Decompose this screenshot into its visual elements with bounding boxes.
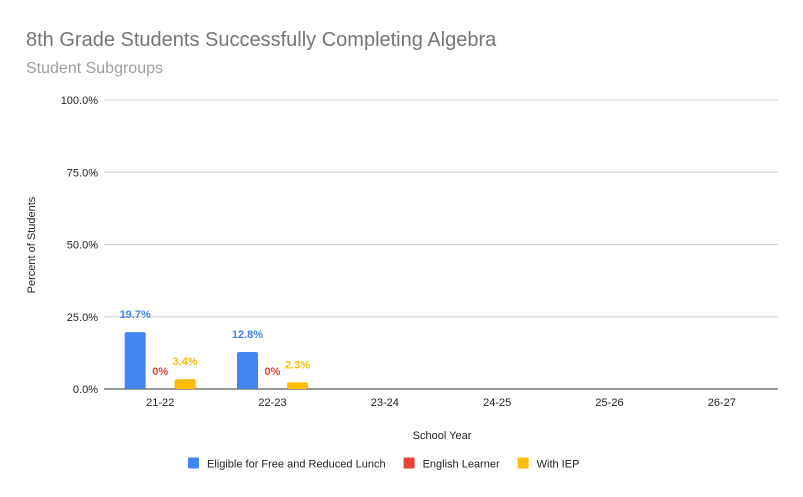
y-tick-label: 100.0% [61, 95, 99, 107]
y-tick-label: 75.0% [67, 167, 98, 179]
legend-swatch [403, 457, 415, 469]
y-axis-title: Percent of Students [26, 196, 38, 293]
x-axis-title: School Year [413, 430, 472, 442]
bar-with-iep [174, 379, 196, 389]
x-tick-label: 23-24 [371, 397, 399, 409]
data-label: 19.7% [120, 309, 151, 321]
x-axis-ticks: 21-22 22-23 23-24 24-25 25-26 26-27 [146, 397, 736, 409]
gridlines [104, 99, 778, 390]
data-label: 0% [152, 366, 168, 378]
y-axis-ticks: 0.0% 25.0% 50.0% 75.0% 100.0% [61, 95, 99, 396]
legend-item-label: With IEP [537, 459, 580, 471]
x-tick-label: 24-25 [483, 397, 511, 409]
bar-with-iep [287, 382, 308, 389]
data-label: 2.3% [285, 359, 310, 371]
y-tick-label: 0.0% [73, 384, 98, 396]
x-tick-label: 21-22 [146, 397, 174, 409]
legend-item-label: Eligible for Free and Reduced Lunch [207, 459, 386, 471]
bar-eligible-for-free-and-reduced-lunch [124, 332, 146, 389]
data-labels: 19.7% 0% 3.4% 12.8% 0% 2.3% [120, 309, 311, 378]
legend-item-label: English Learner [423, 459, 500, 471]
legend-swatch [188, 457, 199, 469]
bar-eligible-for-free-and-reduced-lunch [237, 352, 258, 389]
legend: Eligible for Free and Reduced Lunch Engli… [188, 457, 580, 471]
data-label: 0% [265, 366, 281, 378]
y-tick-label: 50.0% [67, 240, 98, 252]
legend-swatch [517, 457, 529, 469]
x-tick-label: 25-26 [595, 397, 623, 409]
y-tick-label: 25.0% [67, 312, 98, 324]
x-tick-label: 26-27 [708, 397, 736, 409]
chart-subtitle: Student Subgroups [26, 60, 163, 77]
chart-title: 8th Grade Students Successfully Completi… [26, 29, 497, 51]
x-tick-label: 22-23 [258, 397, 286, 409]
bars [124, 332, 308, 389]
data-label: 3.4% [173, 356, 198, 368]
data-label: 12.8% [232, 329, 263, 341]
